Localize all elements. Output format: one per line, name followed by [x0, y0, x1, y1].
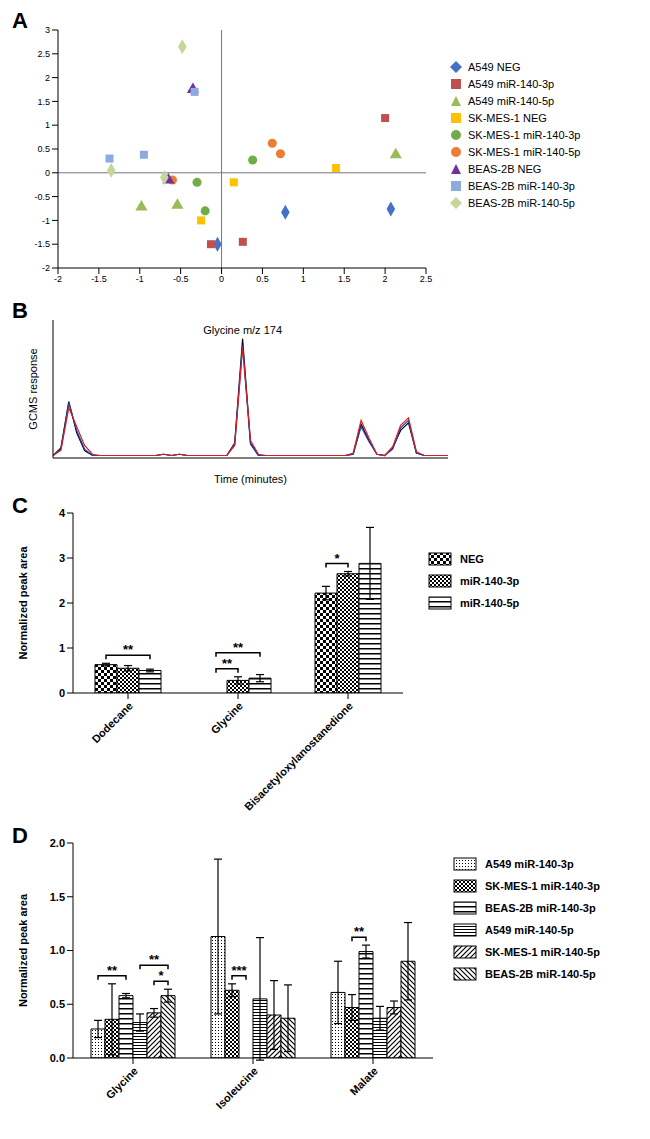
svg-text:0: 0	[59, 687, 65, 699]
svg-text:2: 2	[59, 597, 65, 609]
svg-text:Isoleucine: Isoleucine	[214, 1065, 261, 1112]
html-text:SK-MES-1 miR-140-5p: SK-MES-1 miR-140-5p	[468, 145, 581, 158]
svg-text:-1.5: -1.5	[34, 239, 50, 249]
html-text:D: D	[12, 823, 28, 848]
svg-text:2.5: 2.5	[420, 274, 433, 284]
svg-text:*: *	[334, 551, 340, 566]
html-text:BEAS-2B miR-140-3p: BEAS-2B miR-140-3p	[485, 902, 596, 914]
html-text:A549 NEG: A549 NEG	[468, 60, 521, 73]
svg-text:2: 2	[383, 274, 388, 284]
html-text:B: B	[12, 298, 28, 323]
html-text:A549 miR-140-3p: A549 miR-140-3p	[468, 77, 555, 90]
svg-text:1: 1	[301, 274, 306, 284]
svg-text:GCMS response: GCMS response	[27, 348, 39, 429]
svg-text:1.0: 1.0	[50, 944, 65, 956]
svg-text:Time (minutes): Time (minutes)	[214, 473, 287, 485]
svg-text:**: **	[222, 656, 233, 671]
svg-text:Bisacetyloxylanostanedione: Bisacetyloxylanostanedione	[242, 700, 355, 813]
html-text:A549 miR-140-3p: A549 miR-140-3p	[485, 858, 574, 870]
html-text:A: A	[12, 8, 28, 33]
html-text:SK-MES-1 miR-140-5p: SK-MES-1 miR-140-5p	[485, 946, 600, 958]
svg-text:**: **	[123, 642, 134, 657]
svg-text:-2: -2	[42, 263, 50, 273]
html-text:BEAS-2B miR-140-5p: BEAS-2B miR-140-5p	[468, 196, 575, 209]
html-text:C: C	[12, 493, 28, 518]
svg-text:Normalized peak area: Normalized peak area	[17, 546, 29, 660]
svg-text:1.5: 1.5	[37, 97, 50, 107]
html-text:SK-MES-1 miR-140-3p: SK-MES-1 miR-140-3p	[485, 880, 600, 892]
svg-text:Normalized peak area: Normalized peak area	[17, 893, 29, 1007]
svg-text:-1: -1	[42, 216, 50, 226]
svg-text:-1.5: -1.5	[91, 274, 107, 284]
svg-text:Dodecane: Dodecane	[89, 700, 135, 746]
svg-text:-1: -1	[136, 274, 144, 284]
svg-text:**: **	[107, 963, 118, 978]
html-text:A549 miR-140-5p: A549 miR-140-5p	[468, 94, 555, 107]
svg-text:Glycine: Glycine	[103, 1065, 140, 1102]
svg-text:***: ***	[231, 963, 247, 978]
svg-text:3: 3	[59, 552, 65, 564]
html-text:BEAS-2B miR-140-3p: BEAS-2B miR-140-3p	[468, 179, 575, 192]
svg-text:**: **	[354, 924, 365, 939]
svg-text:1.5: 1.5	[338, 274, 351, 284]
svg-text:**: **	[233, 640, 244, 655]
html-text:NEG: NEG	[460, 553, 484, 565]
svg-text:*: *	[158, 968, 164, 983]
svg-text:2: 2	[45, 73, 50, 83]
svg-text:Glycine: Glycine	[208, 700, 245, 737]
svg-text:-0.5: -0.5	[173, 274, 189, 284]
html-text:BEAS-2B NEG: BEAS-2B NEG	[468, 162, 542, 175]
svg-text:-0.5: -0.5	[34, 192, 50, 202]
svg-text:1: 1	[45, 120, 50, 130]
html-text:A549 miR-140-5p: A549 miR-140-5p	[485, 924, 574, 936]
svg-text:0: 0	[219, 274, 224, 284]
svg-text:4: 4	[59, 507, 66, 519]
svg-text:3: 3	[45, 25, 50, 35]
svg-text:0.5: 0.5	[256, 274, 269, 284]
svg-text:0: 0	[45, 168, 50, 178]
html-text:miR-140-3p: miR-140-3p	[460, 575, 520, 587]
svg-text:2.0: 2.0	[50, 837, 65, 849]
html-text:SK-MES-1 miR-140-3p: SK-MES-1 miR-140-3p	[468, 128, 581, 141]
html-text:miR-140-5p: miR-140-5p	[460, 597, 520, 609]
html-text:BEAS-2B miR-140-5p: BEAS-2B miR-140-5p	[485, 968, 596, 980]
svg-text:2.5: 2.5	[37, 49, 50, 59]
svg-text:1: 1	[59, 642, 65, 654]
svg-text:0.0: 0.0	[50, 1052, 65, 1064]
svg-text:Malate: Malate	[347, 1065, 380, 1098]
svg-text:-2: -2	[54, 274, 62, 284]
svg-text:0.5: 0.5	[37, 144, 50, 154]
svg-text:**: **	[149, 952, 160, 967]
svg-text:1.5: 1.5	[50, 891, 65, 903]
html-text:SK-MES-1 NEG: SK-MES-1 NEG	[468, 111, 547, 124]
svg-text:0.5: 0.5	[50, 998, 65, 1010]
svg-text:Glycine m/z 174: Glycine m/z 174	[203, 324, 282, 336]
